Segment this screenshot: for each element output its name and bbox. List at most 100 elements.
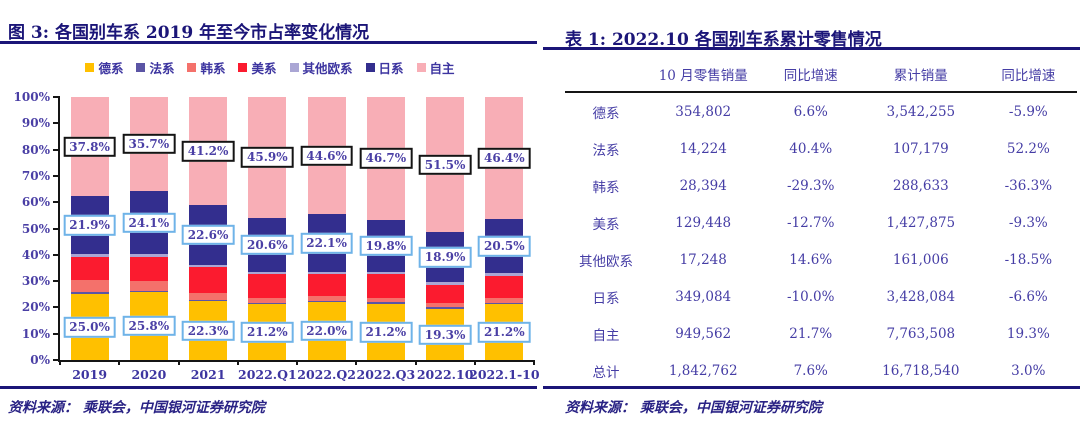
chart-title-separator xyxy=(0,41,537,44)
legend-label: 美系 xyxy=(251,61,277,76)
bar-segment-韩系 xyxy=(426,303,465,308)
table-cell: -6.6% xyxy=(1008,288,1048,305)
bar-segment-其他欧系 xyxy=(70,254,109,257)
legend-item: 德系 xyxy=(85,58,123,77)
y-axis-tick-label: 10% xyxy=(21,326,50,341)
table-row: 德系 354,802 6.6% 3,542,255 -5.9% xyxy=(565,92,1077,130)
y-axis-tick-label: 80% xyxy=(21,142,50,157)
y-axis-tick-mark xyxy=(53,253,60,256)
stacked-bar-chart: 100% 90% 80% 70% 60% 50% 40% 30% 20% 10% 0% 2019 202… xyxy=(14,90,540,382)
chart-legend: 德系 法系 韩系 美系 其他欧系 日系 自主 xyxy=(0,58,540,77)
x-axis-tick-mark xyxy=(355,360,358,365)
x-axis-category-label: 2022.Q1 xyxy=(238,367,297,382)
legend-label: 韩系 xyxy=(200,61,226,76)
y-axis-tick-mark xyxy=(53,96,60,98)
bar-segment-其他欧系 xyxy=(366,271,405,275)
table-row: 美系 129,448 -12.7% 1,427,875 -9.3% xyxy=(565,204,1077,241)
table-row: 自主 949,562 21.7% 7,763,508 19.3% xyxy=(565,315,1077,352)
table-row: 其他欧系 17,248 14.6% 161,006 -18.5% xyxy=(565,241,1077,278)
y-axis-tick-label: 20% xyxy=(21,300,50,315)
segment-value-label-自主: 46.4% xyxy=(478,148,531,169)
table-cell: 总计 xyxy=(592,364,620,381)
table-row: 法系 14,224 40.4% 107,179 52.2% xyxy=(565,130,1077,167)
x-axis-category-label: 2019 xyxy=(72,367,108,382)
bar-segment-韩系 xyxy=(129,281,168,292)
legend-label: 自主 xyxy=(429,61,455,76)
table-cell: 法系 xyxy=(592,142,620,159)
stacked-bar xyxy=(485,97,524,360)
bar-segment-其他欧系 xyxy=(189,264,228,267)
stacked-bar xyxy=(366,97,405,360)
table-cell: 288,633 xyxy=(892,177,949,194)
table-cell: 349,084 xyxy=(675,288,732,305)
legend-swatch-icon xyxy=(416,63,426,72)
x-axis-category-label: 2022.Q3 xyxy=(356,367,416,382)
bar-segment-法系 xyxy=(248,302,287,305)
bar-segment-其他欧系 xyxy=(129,254,168,258)
table-header-cell: 累计销量 xyxy=(861,57,980,93)
table-cell: 16,718,540 xyxy=(882,362,960,379)
segment-value-label-自主: 46.7% xyxy=(359,148,413,169)
y-axis-tick-label: 60% xyxy=(21,195,50,210)
table-source: 资料来源： 乘联会，中国银河证券研究院 xyxy=(565,400,822,416)
segment-value-label-自主: 35.7% xyxy=(122,133,176,155)
legend-label: 法系 xyxy=(149,61,175,76)
x-axis-category-label: 2022.Q2 xyxy=(297,367,356,382)
y-axis-tick-label: 50% xyxy=(21,221,50,236)
bar-segment-美系 xyxy=(189,266,228,294)
y-axis-tick-mark xyxy=(53,122,60,125)
legend-item: 法系 xyxy=(136,58,174,77)
x-axis-category-label: 2022.1-10 xyxy=(469,367,540,382)
table-cell: 28,394 xyxy=(679,177,727,194)
table-cell: 1,842,762 xyxy=(668,362,738,379)
bar-segment-其他欧系 xyxy=(485,273,524,276)
table-cell: 3.0% xyxy=(1011,362,1046,379)
segment-value-label-德系: 25.8% xyxy=(122,315,176,337)
y-axis-tick-label: 100% xyxy=(13,90,50,104)
bar-segment-美系 xyxy=(426,284,465,304)
bar-segment-韩系 xyxy=(248,297,287,303)
table-header-cell: 10 月零售销量 xyxy=(646,57,760,93)
chart-title: 图 3: 各国别车系 2019 年至今市占率变化情况 xyxy=(8,23,370,43)
x-axis-category-label: 2022.10 xyxy=(416,367,474,382)
table-bottom-separator xyxy=(543,386,1080,389)
segment-value-label-德系: 21.2% xyxy=(241,321,294,343)
chart-panel: 图 3: 各国别车系 2019 年至今市占率变化情况 德系 法系 韩系 美系 其他欧系 日… xyxy=(0,23,540,416)
segment-value-label-日系: 21.9% xyxy=(63,215,116,236)
table-cell: 美系 xyxy=(592,216,620,233)
bar-segment-美系 xyxy=(248,273,287,298)
segment-value-label-日系: 20.6% xyxy=(241,234,294,255)
y-axis-tick-mark xyxy=(53,174,60,177)
legend-swatch-icon xyxy=(365,63,375,72)
table-panel: 表 1: 2022.10 各国别车系累计零售情况 10 月零售销量 同比增速 累计销… xyxy=(540,0,1080,427)
bar-segment-韩系 xyxy=(70,280,109,293)
x-axis-tick-mark xyxy=(59,360,61,365)
y-axis-tick-mark xyxy=(53,332,60,335)
y-axis-tick-mark xyxy=(53,306,60,309)
table-cell: 3,542,255 xyxy=(886,103,956,120)
y-axis-tick-mark xyxy=(53,148,60,151)
segment-value-label-自主: 41.2% xyxy=(181,140,235,162)
table-row: 日系 349,084 -10.0% 3,428,084 -6.6% xyxy=(565,278,1077,315)
segment-value-label-自主: 45.9% xyxy=(241,147,294,168)
x-axis-category-label: 2020 xyxy=(131,367,167,382)
y-axis-tick-label: 30% xyxy=(21,274,50,289)
segment-value-label-日系: 19.8% xyxy=(359,235,413,257)
segment-value-label-德系: 22.3% xyxy=(181,320,235,341)
bar-segment-韩系 xyxy=(189,293,228,300)
legend-swatch-icon xyxy=(238,63,248,72)
bar-segment-其他欧系 xyxy=(426,282,465,285)
bar-segment-法系 xyxy=(426,307,465,310)
bar-segment-美系 xyxy=(70,256,109,281)
table-cell: 52.2% xyxy=(1006,140,1050,157)
segment-value-label-德系: 19.3% xyxy=(418,324,472,345)
bar-segment-法系 xyxy=(129,291,168,293)
bar-segment-法系 xyxy=(307,300,346,303)
table-cell: -36.3% xyxy=(1004,177,1053,194)
stacked-bar xyxy=(248,97,287,360)
x-axis-tick-mark xyxy=(236,360,239,365)
y-axis-tick-mark xyxy=(53,227,60,230)
table-cell: 1,427,875 xyxy=(886,214,956,231)
segment-value-label-德系: 21.2% xyxy=(359,321,413,343)
